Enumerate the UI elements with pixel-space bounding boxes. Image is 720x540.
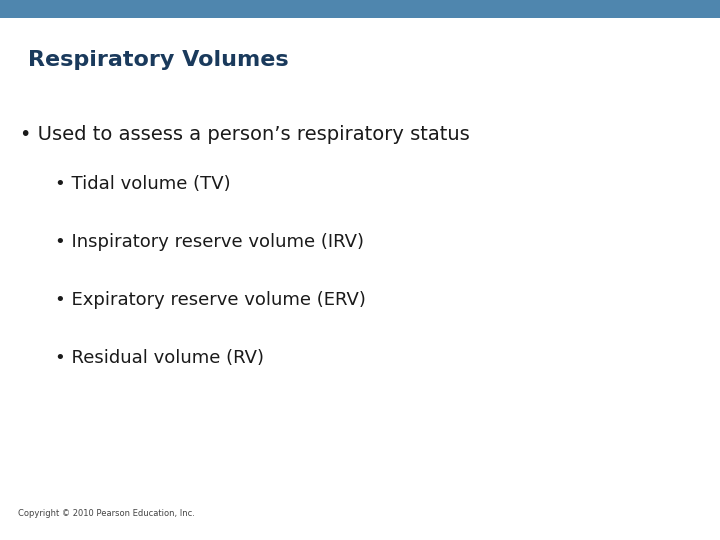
Text: Respiratory Volumes: Respiratory Volumes [28, 50, 289, 70]
Text: • Tidal volume (TV): • Tidal volume (TV) [55, 175, 230, 193]
Text: • Residual volume (RV): • Residual volume (RV) [55, 349, 264, 367]
Text: • Used to assess a person’s respiratory status: • Used to assess a person’s respiratory … [20, 125, 469, 144]
Text: • Inspiratory reserve volume (IRV): • Inspiratory reserve volume (IRV) [55, 233, 364, 251]
Bar [0, 0, 720, 18]
Text: Copyright © 2010 Pearson Education, Inc.: Copyright © 2010 Pearson Education, Inc. [18, 509, 195, 518]
Text: • Expiratory reserve volume (ERV): • Expiratory reserve volume (ERV) [55, 291, 366, 309]
